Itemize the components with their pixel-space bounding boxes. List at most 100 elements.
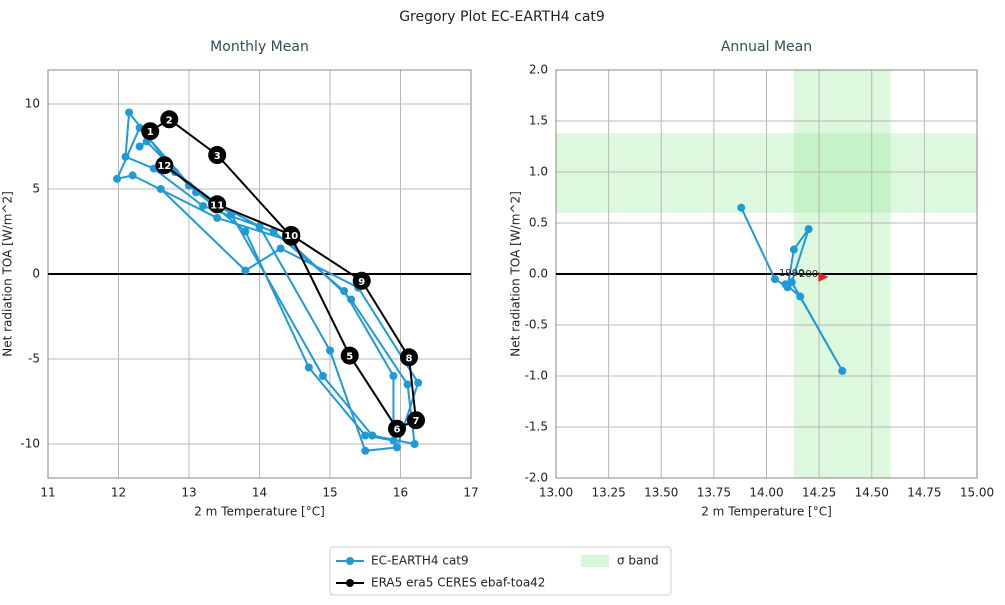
x-tick-label: 13.75 [697,486,731,500]
data-point [407,411,426,430]
reference-marker [818,272,829,283]
data-point [838,366,847,375]
x-tick-label: 15.00 [960,486,994,500]
data-point [208,146,227,164]
y-tick-label: -2.0 [525,471,548,485]
data-point [227,210,236,219]
data-point [352,271,371,290]
data-point [389,436,398,445]
y-axis-label: Net radiation TOA [W/m^2] [1,191,15,357]
data-point [403,380,412,389]
data-point [368,431,377,440]
y-tick-label: 1.0 [529,165,548,179]
annotation: 1990 [779,268,804,279]
legend-patch [581,555,609,567]
data-point [241,227,250,236]
figure-title: Gregory Plot EC-EARTH4 cat9 [399,9,605,25]
point-label: 5 [346,352,353,363]
x-tick-label: 13.50 [644,486,678,500]
legend-marker [346,579,354,587]
data-point [387,419,406,438]
data-point [113,174,122,183]
y-tick-label: 5 [32,182,40,196]
y-axis-label: Net radiation TOA [W/m^2] [509,191,523,357]
subplot-title: Monthly Mean [210,39,309,55]
data-point [392,443,401,452]
point-label: 7 [413,416,420,427]
subplot-title: Annual Mean [721,39,812,55]
point-label: 3 [214,151,221,162]
data-point [141,122,160,141]
data-point [804,225,813,234]
point-label: 8 [405,353,412,364]
data-point [770,275,779,284]
data-point [135,142,144,151]
data-point [361,446,370,455]
y-tick-label: 10 [25,97,40,111]
annotation: 200 [799,269,818,280]
x-tick-label: 11 [40,486,55,500]
y-tick-label: -1.5 [525,420,548,434]
y-tick-label: 2.0 [529,63,548,77]
legend-label: EC-EARTH4 cat9 [371,554,469,568]
x-tick-label: 14.50 [855,486,889,500]
legend-label: σ band [617,554,659,568]
data-point [789,245,798,254]
data-point [340,346,359,365]
legend-label: ERA5 era5 CERES ebaf-toa42 [371,576,545,590]
point-label: 11 [210,200,224,211]
x-axis-label: 2 m Temperature [°C] [194,505,325,519]
y-tick-label: 1.5 [529,114,548,128]
data-point [318,372,327,380]
point-label: 1 [147,127,154,138]
y-tick-label: -10 [20,437,40,451]
x-tick-label: 13 [181,486,196,500]
data-point [213,213,222,222]
legend-frame [329,546,672,596]
data-point [326,346,334,355]
data-point [347,295,356,304]
y-tick-label: -5 [28,352,40,366]
data-point [155,156,174,175]
data-point [282,225,301,244]
x-tick-label: 13.00 [539,486,573,500]
x-tick-label: 17 [463,486,478,500]
x-tick-label: 14.75 [907,486,941,500]
data-point [781,280,790,289]
x-tick-label: 13.25 [591,486,625,500]
data-point [156,185,165,193]
data-point [276,244,285,253]
data-point [199,202,208,210]
legend-marker [346,557,354,565]
point-label: 12 [157,161,171,172]
data-point [208,195,227,214]
data-point [160,110,179,129]
x-tick-label: 15 [322,486,337,500]
point-label: 10 [284,231,298,242]
y-tick-label: 0.5 [529,216,548,230]
y-tick-label: -0.5 [525,318,548,332]
data-point [255,222,264,231]
x-tick-label: 14.25 [802,486,836,500]
data-point [128,171,137,180]
data-point [361,431,370,440]
data-point [787,278,796,287]
x-tick-label: 12 [111,486,126,500]
y-tick-label: 0.0 [529,267,548,281]
x-tick-label: 14 [252,486,267,500]
data-point [121,152,130,161]
series-line [149,118,418,430]
x-axis-label: 2 m Temperature [°C] [701,505,832,519]
x-tick-label: 14.00 [749,486,783,500]
point-label: 9 [358,277,365,288]
point-label: 6 [393,425,400,436]
data-point [340,287,349,295]
data-point [399,348,418,367]
data-point [414,378,423,387]
data-point [241,266,250,275]
x-tick-label: 16 [393,486,408,500]
y-tick-label: -1.0 [525,369,548,383]
data-point [737,203,746,212]
data-point [796,292,805,301]
